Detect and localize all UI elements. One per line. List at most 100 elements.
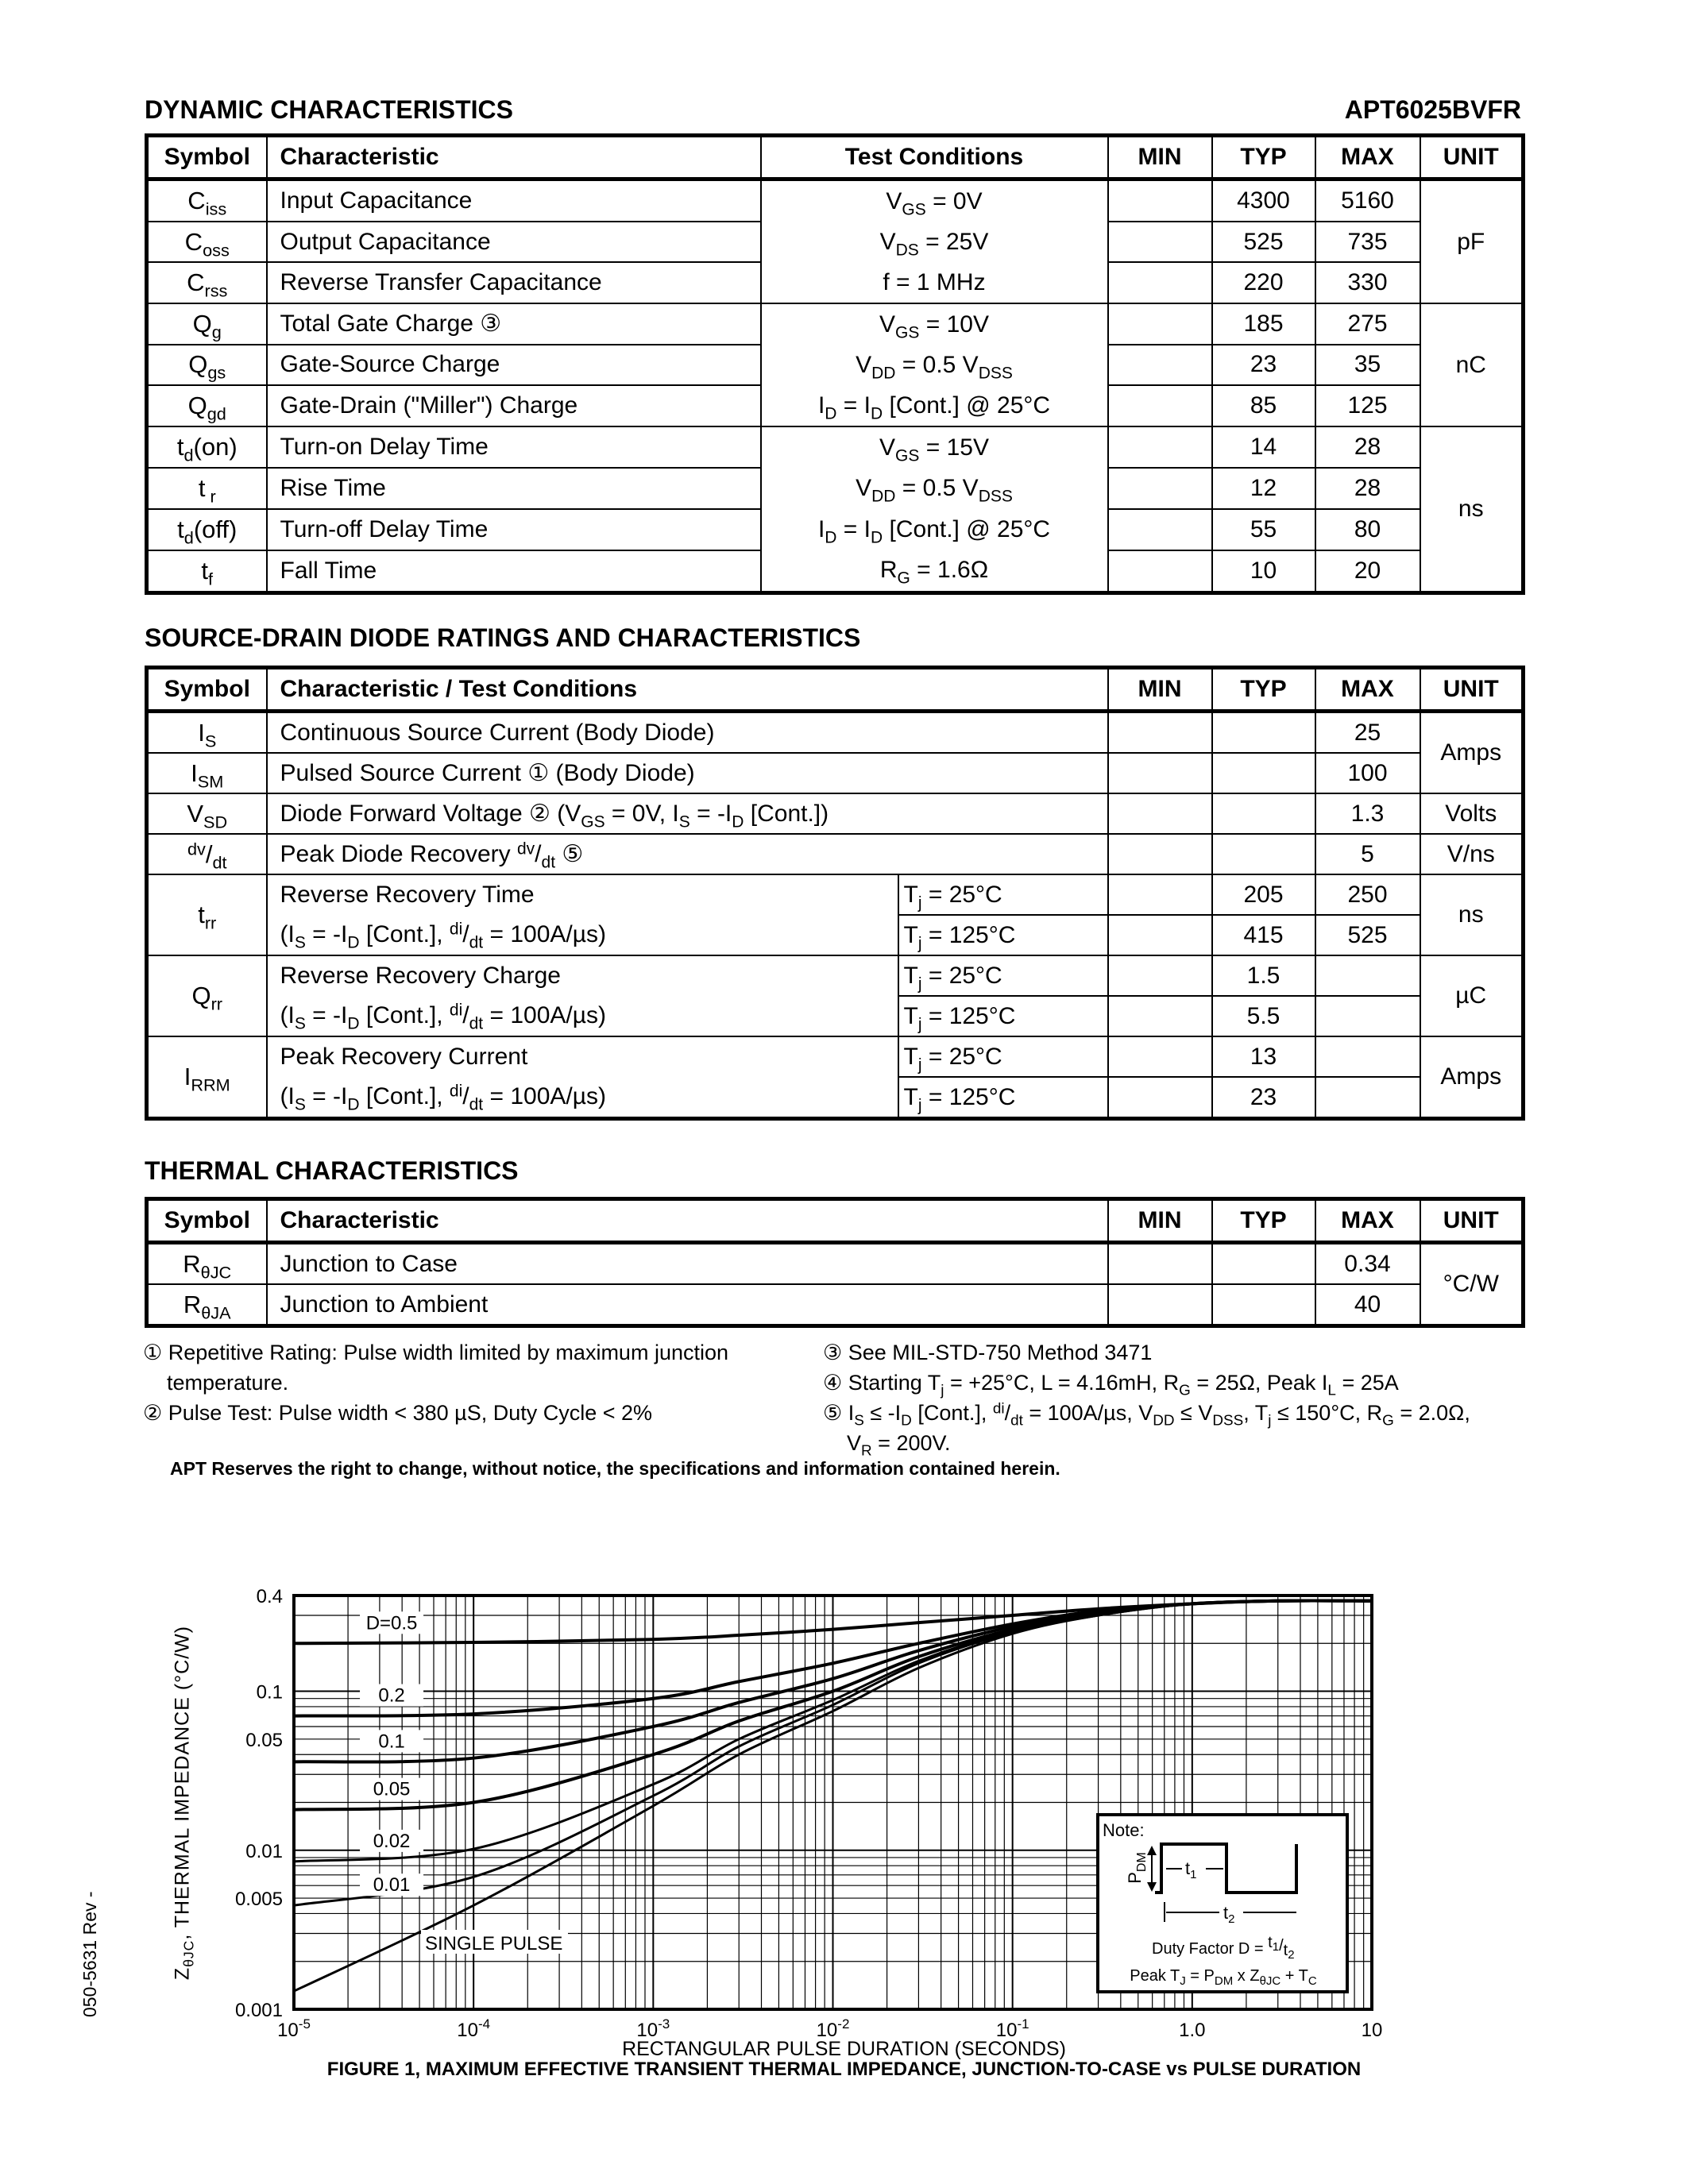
x-tick-label: 10-5 xyxy=(277,2016,311,2041)
text-segment: S xyxy=(294,1014,306,1033)
text-segment: [Cont.], xyxy=(359,1002,450,1028)
min-cell xyxy=(1107,178,1213,222)
text-segment: = -I xyxy=(689,801,732,827)
text-segment: R xyxy=(183,1290,202,1318)
tick-exponent: -1 xyxy=(1017,2016,1029,2032)
max-cell: 80 xyxy=(1314,507,1421,551)
table-row: Qgs Gate-Source Charge 23 35 xyxy=(145,343,1524,387)
condition-line: VGS = 0V xyxy=(886,188,982,218)
text-segment: j xyxy=(917,1014,922,1033)
text-segment: = 100A/µs, V xyxy=(1022,1401,1153,1425)
text-segment: gd xyxy=(207,403,226,424)
characteristic-line: (IS = -ID [Cont.], di/dt = 100A/µs) xyxy=(280,1083,607,1113)
symbol-cell: trr xyxy=(145,874,268,956)
tick-exponent: -5 xyxy=(299,2016,311,2032)
text-segment: t xyxy=(1284,1942,1288,1959)
text-segment: = 25°C xyxy=(921,962,1002,989)
max-cell: 28 xyxy=(1314,466,1421,510)
text-segment: C xyxy=(1308,1974,1317,1988)
tick-exponent: -3 xyxy=(658,2016,670,2032)
typ-cell xyxy=(1211,710,1316,754)
text-segment: j xyxy=(917,933,922,952)
text-segment: D xyxy=(871,403,883,423)
text-segment: / xyxy=(462,1083,469,1109)
x-tick-label: 10-2 xyxy=(817,2016,850,2041)
footnote-line: ④ Starting Tj = +25°C, L = 4.16mH, RG = … xyxy=(823,1368,1470,1399)
symbol-cell: RθJC xyxy=(145,1241,268,1285)
unit-cell: nC xyxy=(1419,303,1524,427)
min-cell xyxy=(1107,220,1213,264)
text-segment: Q xyxy=(187,392,207,420)
text-segment: [Cont.], xyxy=(359,921,450,947)
characteristic-cell: Input Capacitance xyxy=(265,178,762,222)
section-title-source-drain: SOURCE-DRAIN DIODE RATINGS AND CHARACTER… xyxy=(145,623,861,652)
typ-cell: 12 xyxy=(1211,466,1316,510)
pdm-arrowheads-icon xyxy=(1147,1846,1157,1892)
table-row: Qgd Gate-Drain ("Miller") Charge 85 125 xyxy=(145,384,1524,427)
column-header: TYP xyxy=(1211,666,1316,713)
text-segment: = 125°C xyxy=(921,1083,1016,1110)
plot-frame xyxy=(292,1594,1373,2011)
text-segment: = 25A xyxy=(1335,1371,1399,1395)
series-label-background xyxy=(360,1829,424,1852)
text-segment: = -I xyxy=(305,921,348,947)
x-tick-label: 1.0 xyxy=(1179,2020,1205,2041)
text-segment: Q xyxy=(188,350,208,379)
min-cell xyxy=(1107,793,1213,835)
footnotes-left: ① Repetitive Rating: Pulse width limited… xyxy=(143,1337,728,1428)
text-segment: Peak T xyxy=(1130,1967,1180,1985)
text-segment: (off) xyxy=(193,515,238,543)
characteristic-cell: Diode Forward Voltage ② (VGS = 0V, IS = … xyxy=(265,793,1109,835)
max-cell: 250 xyxy=(1314,874,1421,916)
series-label-background xyxy=(360,1873,424,1897)
table-row: Qg Total Gate Charge ③ VGS = 10V VDD = 0.5 … xyxy=(145,303,1524,427)
characteristic-line: Reverse Recovery Time xyxy=(280,882,535,909)
text-segment: [Cont.], xyxy=(911,1401,993,1425)
characteristic-line: Peak Recovery Current xyxy=(280,1044,528,1071)
symbol-cell: Qgs xyxy=(145,343,268,387)
part-number: APT6025BVFR xyxy=(1344,95,1521,124)
series-label: 0.05 xyxy=(373,1779,411,1800)
text-segment: dt xyxy=(541,853,556,872)
min-cell xyxy=(1107,995,1213,1037)
text-segment: (I xyxy=(280,1083,295,1109)
condition-line: ID = ID [Cont.] @ 25°C xyxy=(818,516,1050,546)
text-segment: dt xyxy=(212,852,227,873)
text-segment: j xyxy=(917,974,922,993)
characteristic-stack: Reverse Recovery Charge (IS = -ID [Cont.]… xyxy=(280,957,894,1035)
text-segment: d xyxy=(183,445,194,465)
min-cell xyxy=(1107,426,1213,469)
characteristic-line: (IS = -ID [Cont.], di/dt = 100A/µs) xyxy=(280,1002,607,1033)
max-cell xyxy=(1314,1076,1421,1120)
text-segment: r xyxy=(205,486,216,507)
text-segment: 1 xyxy=(1273,1940,1279,1954)
text-segment: = -I xyxy=(305,1002,348,1028)
y-tick-label: 0.4 xyxy=(257,1586,283,1607)
note-title: Note: xyxy=(1103,1820,1145,1840)
min-cell xyxy=(1107,1283,1213,1327)
max-cell: 5160 xyxy=(1314,178,1421,222)
text-segment: I xyxy=(183,1063,191,1090)
text-segment: Reverse Recovery Charge xyxy=(280,963,561,989)
text-segment: Duty Factor D = xyxy=(1152,1940,1268,1958)
characteristic-cell: Junction to Case xyxy=(265,1241,1109,1285)
symbol-cell: t r xyxy=(145,466,268,510)
x-tick-label: 10 xyxy=(1362,2020,1383,2041)
tick-base: 10 xyxy=(1362,2020,1383,2041)
condition-line: RG = 1.6Ω xyxy=(880,557,988,586)
text-segment: = 2.0Ω, xyxy=(1393,1401,1470,1425)
text-segment: j xyxy=(917,1095,922,1114)
typ-cell xyxy=(1211,793,1316,835)
text-segment: DD xyxy=(871,363,896,382)
text-segment: di xyxy=(992,1400,1005,1418)
text-segment: ③ See MIL-STD-750 Method 3471 xyxy=(823,1341,1153,1364)
text-segment: = 0.5 V xyxy=(895,475,979,502)
text-segment: = P xyxy=(1186,1967,1215,1985)
text-segment: ① Repetitive Rating: Pulse width limited… xyxy=(143,1341,729,1364)
table-row: VSD Diode Forward Voltage ② (VGS = 0V, IS… xyxy=(145,793,1524,835)
source-drain-diode-table: Symbol Characteristic / Test Conditions MI… xyxy=(145,666,1525,1121)
characteristic-line: (IS = -ID [Cont.], di/dt = 100A/µs) xyxy=(280,921,607,951)
y-tick-label: 0.05 xyxy=(245,1730,283,1751)
text-segment: = 100A/µs) xyxy=(483,1002,607,1028)
text-segment: t xyxy=(177,515,184,543)
